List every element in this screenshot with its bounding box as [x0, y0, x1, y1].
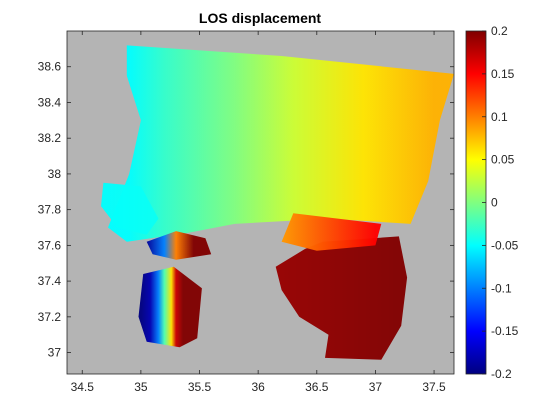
colorbar-tick-label: 0.05: [491, 153, 515, 167]
x-tick-label: 35.5: [188, 380, 212, 394]
x-tick-label: 37: [369, 380, 383, 394]
colorbar-tick-label: 0.15: [491, 67, 515, 81]
y-tick-label: 38.4: [38, 95, 62, 109]
x-tick-label: 36: [251, 380, 265, 394]
region-main-swath: [108, 45, 454, 242]
y-tick-label: 37.2: [38, 310, 62, 324]
y-tick-label: 38.6: [38, 60, 62, 74]
colorbar-tick-label: -0.1: [491, 281, 512, 295]
plot-frame: [66, 30, 455, 375]
x-tick-label: 34.5: [71, 380, 95, 394]
displacement-map: [101, 45, 454, 360]
x-tick-label: 37.5: [422, 380, 446, 394]
y-tick-label: 37.6: [38, 238, 62, 252]
colorbar: -0.2 -0.15 -0.1 -0.05 0 0.05 0.1 0.15 0.2: [465, 24, 519, 381]
y-tick-label: 37: [48, 346, 62, 360]
region-orange-transition: [281, 213, 382, 251]
x-tick-label: 36.5: [305, 380, 329, 394]
colorbar-tick-label: -0.15: [491, 324, 519, 338]
region-east-red-block: [275, 236, 408, 360]
y-tick-label: 37.4: [38, 274, 62, 288]
y-tick-label: 38.2: [38, 131, 62, 145]
region-southwest-fringe: [138, 266, 202, 348]
colorbar-tick-label: 0: [491, 196, 498, 210]
y-tick-label: 38: [48, 167, 62, 181]
colorbar-tick-label: -0.05: [491, 238, 519, 252]
chart-title: LOS displacement: [199, 10, 321, 26]
y-tick-label: 37.8: [38, 203, 62, 217]
colorbar-tick-label: 0.1: [491, 110, 508, 124]
colorbar-gradient: [466, 31, 486, 374]
region-central-fringe: [146, 231, 212, 260]
plot-area: 34.5 35 35.5 36 36.5 37 37.5 37 37.2 37.4 37.6 37.…: [38, 30, 455, 394]
x-tick-label: 35: [134, 380, 148, 394]
colorbar-tick-label: 0.2: [491, 24, 508, 38]
colorbar-ticks: -0.2 -0.15 -0.1 -0.05 0 0.05 0.1 0.15 0.2: [482, 24, 519, 381]
colorbar-tick-label: -0.2: [491, 367, 512, 381]
region-northwest-patch: [101, 182, 159, 235]
x-axis: 34.5 35 35.5 36 36.5 37 37.5: [71, 31, 446, 394]
y-axis: 37 37.2 37.4 37.6 37.8 38 38.2 38.4 38.6: [38, 60, 454, 360]
